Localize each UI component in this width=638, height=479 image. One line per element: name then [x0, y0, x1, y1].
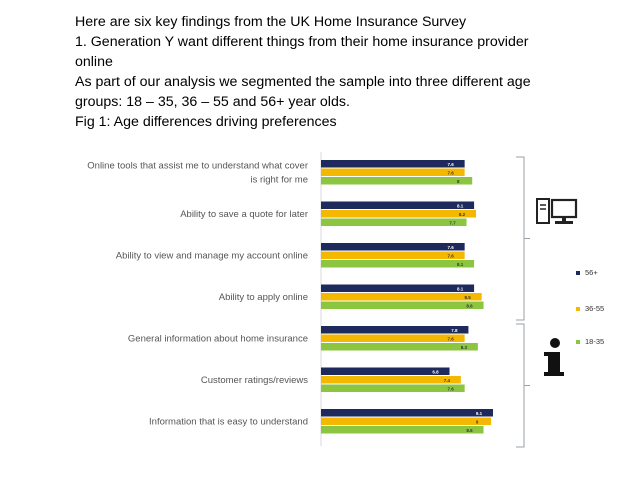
legend-swatch: [576, 271, 580, 275]
data-label: 8.6: [466, 303, 473, 308]
info-stem: [548, 352, 560, 375]
bar-56+: [321, 409, 493, 417]
data-label: 8.3: [461, 345, 468, 350]
bar-36-55: [321, 417, 492, 425]
category-label: Online tools that assist me to understan…: [87, 160, 308, 185]
data-label: 7.7: [449, 220, 456, 225]
category-label-line: Ability to apply online: [219, 292, 308, 303]
data-label: 7.6: [448, 253, 455, 258]
bar-18-35: [321, 426, 484, 434]
data-label: 7.6: [448, 386, 455, 391]
category-label: Ability to apply online: [219, 292, 308, 303]
category-label: Customer ratings/reviews: [201, 375, 308, 386]
finding-title-line-cont: online: [75, 54, 113, 70]
data-label: 8.6: [466, 428, 473, 433]
data-label: 8.5: [465, 295, 472, 300]
info-dot: [550, 338, 560, 348]
bar-56+: [321, 284, 475, 292]
data-label: 7.4: [444, 378, 451, 383]
legend-swatch: [576, 307, 580, 311]
bar-36-55: [321, 168, 465, 176]
bar-36-55: [321, 293, 482, 301]
bar-36-55: [321, 210, 476, 218]
bar-36-55: [321, 334, 465, 342]
category-label: Information that is easy to understand: [149, 416, 308, 427]
group-bracket: [516, 156, 530, 321]
data-label: 8.1: [457, 203, 464, 208]
figure-caption: Fig 1: Age differences driving preferenc…: [75, 114, 337, 130]
category-label-line: Customer ratings/reviews: [201, 375, 308, 386]
computer-icon: [536, 198, 578, 224]
data-label: 7.6: [448, 170, 455, 175]
data-label: 9: [476, 419, 479, 424]
legend-label: 56+: [585, 268, 598, 277]
monitor-stand: [562, 217, 566, 221]
info-serif-base: [544, 372, 564, 376]
data-label: 9.1: [476, 411, 483, 416]
intro-line: Here are six key findings from the UK Ho…: [75, 14, 467, 30]
category-label-line: Ability to save a quote for later: [180, 209, 308, 220]
bar-18-35: [321, 218, 467, 226]
category-label-line: is right for me: [250, 174, 308, 185]
data-label: 8.2: [459, 212, 466, 217]
legend-swatch: [576, 340, 580, 344]
category-label: Ability to view and manage my account on…: [116, 250, 308, 261]
bar-36-55: [321, 251, 465, 259]
data-label: 7.6: [448, 162, 455, 167]
bar-18-35: [321, 177, 473, 185]
data-label: 8: [457, 179, 460, 184]
bar-18-35: [321, 301, 484, 309]
info-serif-top: [544, 352, 552, 356]
category-label-line: General information about home insurance: [128, 333, 308, 344]
data-label: 8.1: [457, 286, 464, 291]
category-label: General information about home insurance: [128, 333, 308, 344]
category-label: Ability to save a quote for later: [180, 209, 308, 220]
finding-title-line: 1. Generation Y want different things fr…: [75, 34, 529, 50]
data-label: 6.8: [432, 369, 439, 374]
category-label-line: Information that is easy to understand: [149, 416, 308, 427]
bar-56+: [321, 201, 475, 209]
slide-text: Here are six key findings from the UK Ho…: [75, 12, 625, 132]
bar-36-55: [321, 376, 461, 384]
bar-56+: [321, 326, 469, 334]
legend-label: 18-35: [585, 337, 604, 346]
bar-56+: [321, 160, 465, 168]
bar-56+: [321, 367, 450, 375]
legend-label: 36-55: [585, 304, 604, 313]
bar-56+: [321, 243, 465, 251]
tower: [536, 198, 550, 224]
monitor-base: [555, 221, 573, 224]
group-bracket: [516, 323, 530, 448]
bar-18-35: [321, 260, 475, 268]
category-label-line: Online tools that assist me to understan…: [87, 160, 308, 171]
analysis-line-cont: groups: 18 – 35, 36 – 55 and 56+ year ol…: [75, 94, 350, 110]
monitor: [550, 198, 578, 219]
bar-18-35: [321, 384, 465, 392]
data-label: 7.8: [451, 328, 458, 333]
data-label: 8.1: [457, 262, 464, 267]
info-icon: [544, 338, 564, 376]
analysis-line: As part of our analysis we segmented the…: [75, 74, 531, 90]
data-label: 7.6: [448, 245, 455, 250]
data-label: 7.6: [448, 336, 455, 341]
bar-18-35: [321, 343, 478, 351]
category-label-line: Ability to view and manage my account on…: [116, 250, 308, 261]
